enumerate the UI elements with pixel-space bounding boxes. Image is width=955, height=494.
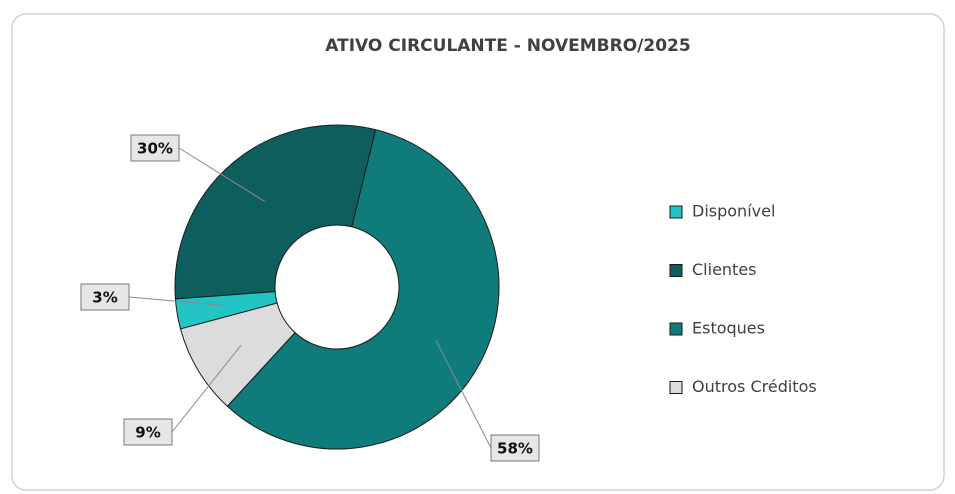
leader-line [171,344,242,433]
legend-label: Clientes [692,260,757,279]
data-label: 30% [137,140,173,158]
leader-line [178,147,265,202]
data-label-box [130,134,180,162]
data-label-box [123,418,173,446]
legend-swatch [669,322,683,336]
donut-slice [174,124,377,300]
donut-slice [226,129,500,450]
leader-line [128,296,227,307]
leader-line [435,339,492,449]
data-label: 3% [92,289,117,307]
legend-label: Outros Créditos [692,377,817,396]
legend-swatch [669,381,683,394]
data-label-box [490,434,540,462]
data-label-box [80,283,130,311]
data-label: 58% [497,440,533,458]
legend-label: Disponível [692,202,775,221]
donut-slice [179,302,296,407]
data-label: 9% [135,424,160,442]
legend-swatch [669,264,683,277]
legend-swatch [669,205,683,219]
legend-label: Estoques [692,319,765,338]
chart-title: ATIVO CIRCULANTE - NOVEMBRO/2025 [325,36,690,56]
